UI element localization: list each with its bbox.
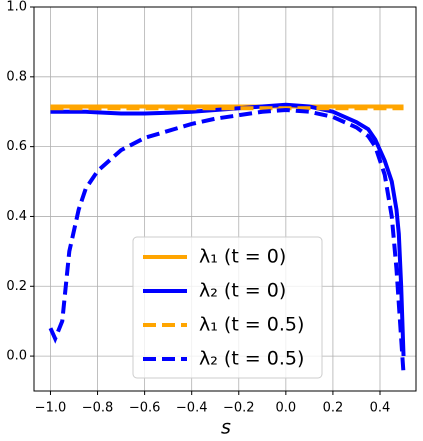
x-tick-label: −0.6 — [129, 401, 161, 416]
legend-label: λ₂ (t = 0) — [199, 280, 286, 302]
x-tick-label: −0.2 — [223, 401, 255, 416]
y-tick-label: 0.2 — [6, 279, 27, 294]
legend-box — [132, 236, 323, 379]
x-tick-label: −0.4 — [176, 401, 208, 416]
x-tick-label: 0.4 — [370, 401, 391, 416]
x-tick-label: 0.0 — [275, 401, 296, 416]
y-tick-label: 0.4 — [6, 209, 27, 224]
legend-label: λ₂ (t = 0.5) — [199, 348, 304, 370]
x-tick-label: 0.2 — [323, 401, 344, 416]
x-tick-label: −0.8 — [82, 401, 114, 416]
legend-label: λ₁ (t = 0.5) — [199, 314, 304, 336]
plot-frame — [33, 6, 417, 392]
series-line — [48, 107, 406, 374]
y-tick-label: 0.6 — [6, 139, 27, 154]
x-axis-label: s — [221, 417, 231, 438]
y-tick-label: 1.0 — [6, 0, 27, 15]
legend-label: λ₁ (t = 0) — [199, 246, 286, 268]
y-tick-label: 0.8 — [6, 69, 27, 84]
x-tick-label: −1.0 — [35, 401, 67, 416]
y-tick-label: 0.0 — [6, 349, 27, 364]
